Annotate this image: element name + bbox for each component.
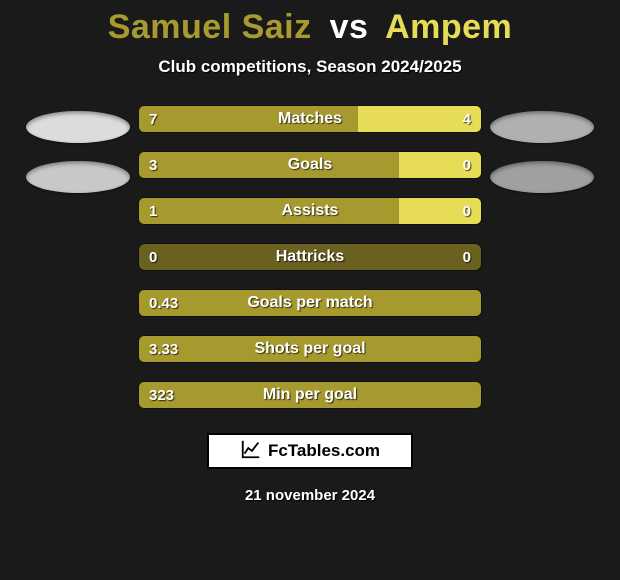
right-ellipse-1 [490, 111, 594, 143]
chart-area: 74Matches 30Goals 10Assists 00Hattricks 0.43… [0, 105, 620, 409]
bar-left-fill [139, 382, 481, 408]
bars-container: 74Matches 30Goals 10Assists 00Hattricks 0.43… [138, 105, 482, 409]
title: Samuel Saiz vs Ampem [108, 8, 513, 47]
left-icons-col [18, 105, 138, 211]
brand-chart-icon [240, 438, 262, 465]
stat-row: 30Goals [138, 151, 482, 179]
bar-left-fill [139, 106, 358, 132]
stat-row: 3.33Shots per goal [138, 335, 482, 363]
bar-right-fill [399, 198, 481, 224]
stat-row: 74Matches [138, 105, 482, 133]
bar-track [139, 244, 481, 270]
footer-date: 21 november 2024 [245, 487, 375, 504]
title-vs: vs [330, 8, 369, 46]
brand-text: FcTables.com [268, 441, 380, 461]
title-player2: Ampem [385, 8, 512, 46]
bar-left-fill [139, 336, 481, 362]
bar-right-fill [399, 152, 481, 178]
left-ellipse-1 [26, 111, 130, 143]
right-ellipse-2 [490, 161, 594, 193]
stat-row: 10Assists [138, 197, 482, 225]
stat-row: 323Min per goal [138, 381, 482, 409]
stat-row: 00Hattricks [138, 243, 482, 271]
title-player1: Samuel Saiz [108, 8, 312, 46]
bar-left-fill [139, 152, 399, 178]
stat-row: 0.43Goals per match [138, 289, 482, 317]
bar-left-fill [139, 198, 399, 224]
bar-left-fill [139, 290, 481, 316]
left-ellipse-2 [26, 161, 130, 193]
comparison-card: Samuel Saiz vs Ampem Club competitions, … [0, 0, 620, 580]
subtitle: Club competitions, Season 2024/2025 [158, 57, 461, 77]
right-icons-col [482, 105, 602, 211]
bar-right-fill [358, 106, 481, 132]
brand-badge: FcTables.com [207, 433, 413, 469]
